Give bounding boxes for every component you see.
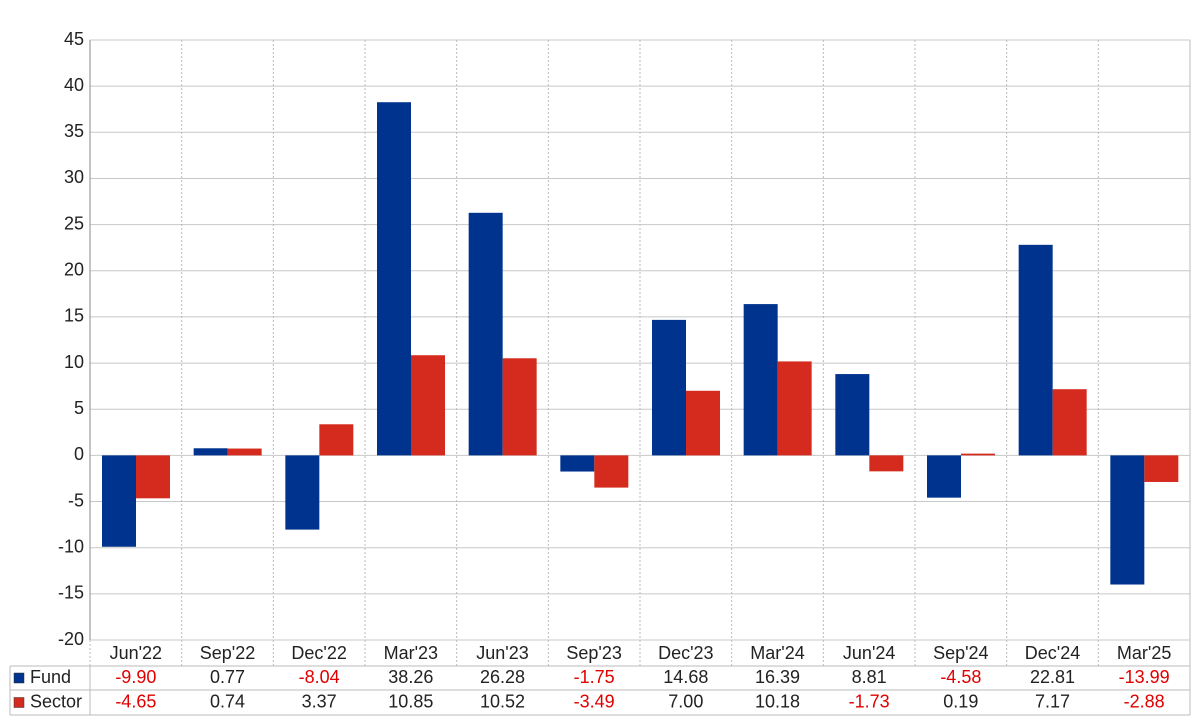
- x-tick-label: Dec'23: [658, 643, 713, 663]
- y-tick-label: 0: [74, 444, 84, 464]
- y-tick-label: -20: [58, 629, 84, 649]
- bar: [686, 390, 720, 456]
- x-tick-label: Sep'22: [200, 643, 256, 663]
- table-value: 0.74: [210, 691, 245, 711]
- table-value: -3.49: [574, 691, 615, 711]
- table-value: 7.00: [668, 691, 703, 711]
- table-value: -4.65: [115, 691, 156, 711]
- bar: [835, 374, 870, 456]
- table-value: -1.75: [574, 667, 615, 687]
- table-value: -2.88: [1124, 691, 1165, 711]
- legend-swatch: [13, 672, 25, 684]
- bar: [285, 455, 320, 530]
- table-value: 8.81: [852, 667, 887, 687]
- bar: [927, 455, 961, 498]
- table-value: 16.39: [755, 667, 800, 687]
- x-tick-label: Mar'25: [1117, 643, 1171, 663]
- bar: [1018, 244, 1053, 456]
- bar: [102, 455, 136, 547]
- y-tick-label: 40: [64, 75, 84, 95]
- table-value: -9.90: [115, 667, 156, 687]
- x-tick-label: Jun'23: [476, 643, 528, 663]
- bar: [594, 455, 629, 488]
- table-value: -8.04: [299, 667, 340, 687]
- table-value: -1.73: [849, 691, 890, 711]
- table-value: 14.68: [663, 667, 708, 687]
- y-tick-label: 10: [64, 352, 84, 372]
- x-tick-label: Mar'24: [750, 643, 804, 663]
- y-tick-label: 25: [64, 213, 84, 233]
- bar: [777, 361, 812, 456]
- x-tick-label: Dec'24: [1025, 643, 1080, 663]
- bar: [502, 358, 537, 456]
- y-tick-label: -10: [58, 536, 84, 556]
- table-value: 7.17: [1035, 691, 1070, 711]
- y-tick-label: -5: [68, 490, 84, 510]
- x-tick-label: Dec'22: [291, 643, 346, 663]
- bar: [468, 212, 503, 456]
- bar: [227, 448, 262, 456]
- bar: [411, 355, 445, 456]
- bar: [869, 455, 904, 472]
- y-tick-label: -15: [58, 583, 84, 603]
- y-tick-label: 5: [74, 398, 84, 418]
- y-tick-label: 30: [64, 167, 84, 187]
- x-tick-label: Jun'24: [843, 643, 895, 663]
- table-value: 3.37: [302, 691, 337, 711]
- y-tick-label: 45: [64, 29, 84, 49]
- bar: [743, 304, 778, 456]
- legend-label: Sector: [30, 691, 82, 711]
- legend-swatch: [13, 697, 25, 708]
- table-value: 26.28: [480, 667, 525, 687]
- legend-label: Fund: [30, 667, 71, 687]
- table-value: 22.81: [1030, 667, 1075, 687]
- y-tick-label: 35: [64, 121, 84, 141]
- table-value: 10.85: [388, 691, 433, 711]
- table-value: -13.99: [1119, 667, 1170, 687]
- bar: [1110, 455, 1145, 585]
- table-value: -4.58: [940, 667, 981, 687]
- bar: [1052, 389, 1087, 456]
- x-tick-label: Jun'22: [110, 643, 162, 663]
- x-tick-label: Mar'23: [384, 643, 438, 663]
- bar: [193, 448, 228, 456]
- table-value: 10.18: [755, 691, 800, 711]
- table-value: 38.26: [388, 667, 433, 687]
- y-tick-label: 15: [64, 306, 84, 326]
- bar: [136, 455, 170, 499]
- x-tick-label: Sep'24: [933, 643, 989, 663]
- y-tick-label: 20: [64, 260, 84, 280]
- table-value: 0.77: [210, 667, 245, 687]
- bar: [377, 102, 411, 456]
- bar: [961, 453, 995, 456]
- bar: [560, 455, 595, 472]
- x-tick-label: Sep'23: [566, 643, 622, 663]
- bar: [652, 319, 686, 456]
- table-value: 0.19: [943, 691, 978, 711]
- bar: [319, 424, 354, 456]
- bar: [1144, 455, 1179, 482]
- table-value: 10.52: [480, 691, 525, 711]
